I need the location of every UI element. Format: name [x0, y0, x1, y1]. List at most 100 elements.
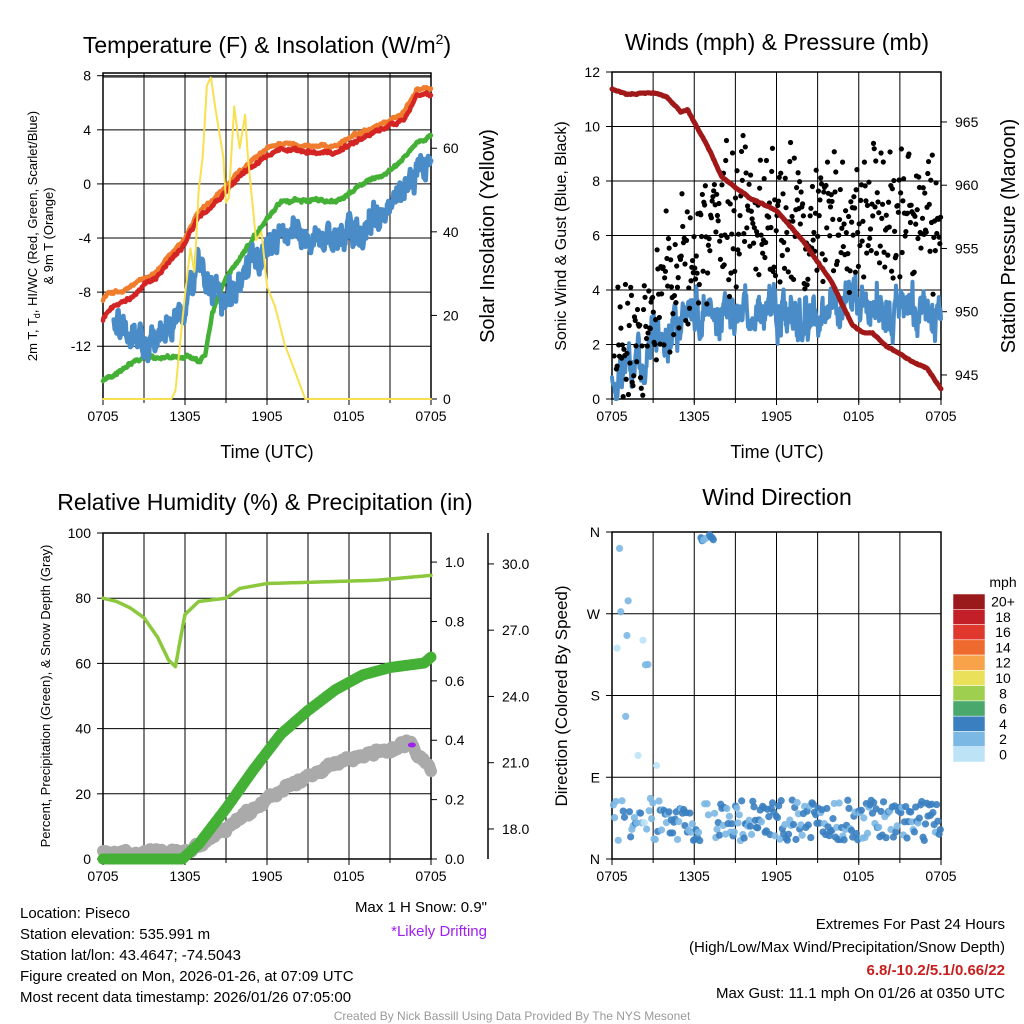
gust-point — [847, 268, 853, 274]
direction-point — [686, 809, 694, 817]
gust-point — [777, 279, 783, 285]
gust-point — [769, 145, 776, 151]
gust-point — [665, 235, 672, 242]
wind-y-tick-label: 4 — [592, 282, 600, 298]
gust-point — [839, 225, 845, 231]
gust-point — [729, 150, 736, 156]
pressure-y-tick-label: 965 — [955, 114, 979, 130]
gust-point — [852, 269, 858, 275]
gust-point — [749, 216, 755, 222]
gust-point — [831, 149, 837, 155]
direction-point — [735, 811, 743, 819]
gust-point — [929, 152, 935, 158]
direction-point — [777, 797, 785, 805]
gust-point — [887, 149, 893, 155]
gust-point — [689, 257, 696, 264]
gust-point — [805, 276, 811, 282]
direction-y-tick-label: N — [590, 524, 600, 540]
gust-point — [719, 182, 725, 188]
gust-point — [624, 350, 630, 356]
gust-point — [778, 170, 784, 176]
direction-point — [614, 836, 622, 844]
direction-point — [933, 800, 941, 809]
direction-point — [844, 796, 852, 804]
wind-y-tick-label: 8 — [592, 173, 600, 189]
gust-point — [857, 242, 863, 249]
direction-point — [740, 834, 748, 842]
gust-point — [686, 285, 692, 291]
gust-point — [908, 202, 914, 208]
gust-point — [634, 359, 640, 365]
wind-y-tick-label: 12 — [584, 64, 600, 80]
gust-point — [741, 231, 747, 237]
colorbar-swatch — [952, 609, 986, 625]
x-tick-label: 0105 — [333, 868, 364, 884]
humidity-panel-title: Relative Humidity (%) & Precipitation (i… — [57, 489, 472, 515]
gust-point — [668, 257, 674, 263]
gust-point — [787, 139, 794, 146]
gust-point — [621, 346, 627, 352]
gust-point — [639, 343, 645, 349]
gust-point — [652, 341, 658, 348]
series-precipitation — [97, 651, 437, 865]
gust-point — [693, 253, 699, 259]
gust-point — [881, 249, 887, 255]
series-hi-wc — [111, 153, 434, 364]
direction-point — [910, 828, 919, 836]
gust-point — [855, 263, 862, 270]
gust-point — [937, 214, 944, 220]
gust-point — [856, 221, 862, 227]
gust-point — [784, 247, 791, 253]
gust-point — [864, 202, 871, 209]
direction-y-tick-label: S — [591, 688, 600, 704]
gust-point — [622, 281, 629, 288]
direction-point — [613, 644, 621, 652]
gust-point — [682, 261, 688, 267]
direction-point — [907, 808, 915, 816]
snow-y-tick-label: 30.0 — [502, 556, 529, 572]
winds-panel-title: Winds (mph) & Pressure (mb) — [625, 29, 929, 55]
gust-point — [692, 276, 699, 282]
direction-point — [733, 804, 741, 812]
gust-point — [618, 325, 624, 331]
gust-point — [727, 201, 733, 207]
direction-point — [875, 823, 883, 831]
gust-point — [846, 289, 852, 296]
gust-point — [660, 264, 666, 270]
gust-point — [769, 168, 775, 175]
direction-point — [857, 806, 865, 814]
gust-point — [830, 216, 836, 222]
gust-point — [715, 218, 721, 224]
gust-point — [872, 204, 878, 210]
direction-point — [903, 834, 911, 842]
gust-point — [753, 266, 759, 272]
direction-point — [804, 821, 812, 829]
gust-point — [623, 376, 629, 382]
gust-point — [717, 238, 723, 244]
gust-point — [744, 203, 751, 209]
gust-point — [874, 190, 880, 196]
gust-point — [923, 229, 929, 235]
gust-point — [640, 306, 647, 313]
temperature-y-tick-label: -12 — [71, 338, 91, 354]
drifting-marker — [407, 742, 416, 748]
direction-point — [648, 814, 656, 823]
gust-point — [925, 158, 932, 165]
gust-point — [721, 262, 727, 268]
x-tick-label: 0105 — [843, 408, 874, 424]
gust-point — [855, 229, 861, 236]
gust-point — [879, 215, 885, 221]
gust-point — [695, 300, 702, 306]
gust-point — [882, 264, 888, 270]
direction-point — [835, 799, 843, 807]
gust-point — [863, 198, 869, 204]
x-tick-label: 0705 — [925, 408, 956, 424]
percent-y-tick-label: 20 — [75, 786, 91, 802]
gust-point — [906, 151, 912, 157]
gust-point — [836, 216, 843, 223]
gust-point — [620, 394, 626, 400]
direction-point — [649, 799, 657, 807]
gust-point — [891, 177, 897, 184]
gust-point — [796, 179, 803, 185]
plot-area-1: 0705 1305 1905 0105 070502468101294595095596… — [584, 64, 978, 424]
